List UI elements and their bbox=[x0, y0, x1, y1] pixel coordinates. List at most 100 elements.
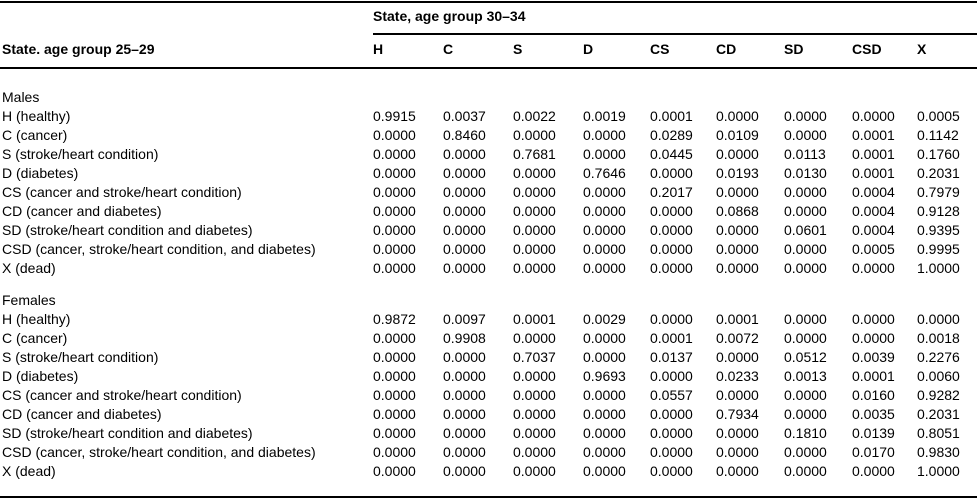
cell-value: 0.0000 bbox=[784, 241, 827, 257]
cell-value: 0.0000 bbox=[443, 146, 486, 162]
cell-value: 0.0000 bbox=[583, 203, 626, 219]
cell-value: 0.0000 bbox=[583, 146, 626, 162]
cell-value: 0.0000 bbox=[513, 222, 556, 238]
cell-value: 0.0013 bbox=[784, 368, 827, 384]
cell-value: 0.0001 bbox=[650, 330, 693, 346]
cell-value: 0.0113 bbox=[784, 146, 826, 162]
cell-value: 0.0000 bbox=[650, 463, 693, 479]
cell-value: 0.0000 bbox=[583, 444, 626, 460]
cell-value: 0.0001 bbox=[716, 311, 759, 327]
cell-value: 0.0000 bbox=[513, 203, 556, 219]
cell-value: 0.0000 bbox=[583, 349, 626, 365]
cell-value: 0.0000 bbox=[443, 222, 486, 238]
cell-value: 0.0000 bbox=[650, 241, 693, 257]
cell-value: 0.0000 bbox=[443, 165, 486, 181]
cell-value: 0.0000 bbox=[917, 311, 960, 327]
table-row: CSD (cancer, stroke/heart condition, and… bbox=[0, 240, 977, 259]
cell-value: 0.9128 bbox=[917, 203, 960, 219]
cell-value: 0.0000 bbox=[373, 387, 416, 403]
column-header-x: X bbox=[917, 41, 927, 57]
row-label: S (stroke/heart condition) bbox=[2, 349, 159, 365]
table-row: S (stroke/heart condition) 0.0000 0.0000 0.… bbox=[0, 145, 977, 164]
section-row: Males bbox=[0, 88, 977, 107]
cell-value: 0.0000 bbox=[583, 184, 626, 200]
cell-value: 0.0000 bbox=[513, 127, 556, 143]
cell-value: 0.0000 bbox=[716, 425, 759, 441]
cell-value: 0.0000 bbox=[716, 260, 759, 276]
spanner-rule bbox=[373, 33, 977, 35]
cell-value: 0.0000 bbox=[583, 222, 626, 238]
cell-value: 0.0001 bbox=[852, 146, 895, 162]
cell-value: 0.0000 bbox=[784, 203, 827, 219]
cell-value: 0.0000 bbox=[373, 349, 416, 365]
cell-value: 0.7934 bbox=[716, 406, 759, 422]
cell-value: 0.9830 bbox=[917, 444, 960, 460]
cell-value: 0.0139 bbox=[852, 425, 895, 441]
cell-value: 0.0000 bbox=[784, 184, 827, 200]
cell-value: 0.0072 bbox=[716, 330, 759, 346]
cell-value: 0.0000 bbox=[852, 463, 895, 479]
cell-value: 0.9908 bbox=[443, 330, 486, 346]
row-label: S (stroke/heart condition) bbox=[2, 146, 159, 162]
cell-value: 0.0000 bbox=[443, 241, 486, 257]
table-top-rule bbox=[0, 1, 977, 3]
table-row: S (stroke/heart condition) 0.0000 0.0000 0.… bbox=[0, 348, 977, 367]
cell-value: 0.0000 bbox=[583, 127, 626, 143]
row-label: H (healthy) bbox=[2, 108, 71, 124]
cell-value: 0.1810 bbox=[784, 425, 827, 441]
cell-value: 0.0000 bbox=[650, 311, 693, 327]
cell-value: 0.0000 bbox=[784, 406, 827, 422]
cell-value: 0.0000 bbox=[513, 330, 556, 346]
cell-value: 0.0000 bbox=[583, 260, 626, 276]
cell-value: 0.0512 bbox=[784, 349, 827, 365]
column-header-sd: SD bbox=[784, 41, 804, 57]
table-row: D (diabetes) 0.0000 0.0000 0.0000 0.7646 0.00… bbox=[0, 164, 977, 183]
cell-value: 0.0000 bbox=[373, 146, 416, 162]
cell-value: 0.0000 bbox=[373, 241, 416, 257]
cell-value: 0.0000 bbox=[443, 444, 486, 460]
cell-value: 0.8051 bbox=[917, 425, 960, 441]
cell-value: 0.7681 bbox=[513, 146, 556, 162]
row-label: CSD (cancer, stroke/heart condition, and… bbox=[2, 444, 316, 460]
cell-value: 0.2017 bbox=[650, 184, 693, 200]
column-header-cd: CD bbox=[716, 41, 737, 57]
cell-value: 0.2031 bbox=[917, 165, 960, 181]
cell-value: 0.0000 bbox=[443, 349, 486, 365]
cell-value: 0.0601 bbox=[784, 222, 827, 238]
table-body: Males H (healthy) 0.9915 0.0037 0.0022 0.0019… bbox=[0, 88, 977, 481]
cell-value: 0.0000 bbox=[373, 444, 416, 460]
row-group-header: State. age group 25–29 bbox=[2, 41, 155, 57]
cell-value: 0.9282 bbox=[917, 387, 960, 403]
table-row: C (cancer) 0.0000 0.8460 0.0000 0.0000 0.0289… bbox=[0, 126, 977, 145]
cell-value: 0.0022 bbox=[513, 108, 556, 124]
cell-value: 0.0000 bbox=[513, 165, 556, 181]
cell-value: 0.9915 bbox=[373, 108, 416, 124]
cell-value: 0.0000 bbox=[716, 241, 759, 257]
cell-value: 0.0000 bbox=[443, 184, 486, 200]
cell-value: 0.0193 bbox=[716, 165, 759, 181]
cell-value: 0.0000 bbox=[650, 406, 693, 422]
cell-value: 0.0039 bbox=[852, 349, 895, 365]
row-label: X (dead) bbox=[2, 463, 56, 479]
cell-value: 0.9693 bbox=[583, 368, 626, 384]
cell-value: 0.0000 bbox=[716, 444, 759, 460]
table-row: X (dead) 0.0000 0.0000 0.0000 0.0000 0.0000 0.… bbox=[0, 259, 977, 278]
cell-value: 0.9872 bbox=[373, 311, 416, 327]
cell-value: 0.0004 bbox=[852, 184, 895, 200]
cell-value: 0.0000 bbox=[583, 330, 626, 346]
cell-value: 0.0000 bbox=[373, 260, 416, 276]
cell-value: 0.0000 bbox=[513, 387, 556, 403]
cell-value: 1.0000 bbox=[917, 463, 960, 479]
cell-value: 0.0000 bbox=[650, 203, 693, 219]
cell-value: 0.0097 bbox=[443, 311, 486, 327]
cell-value: 0.8460 bbox=[443, 127, 486, 143]
cell-value: 0.0001 bbox=[852, 368, 895, 384]
cell-value: 0.0170 bbox=[852, 444, 895, 460]
cell-value: 0.0000 bbox=[784, 311, 827, 327]
cell-value: 0.0000 bbox=[373, 425, 416, 441]
cell-value: 0.0868 bbox=[716, 203, 759, 219]
table-row: SD (stroke/heart condition and diabetes)… bbox=[0, 221, 977, 240]
cell-value: 0.0004 bbox=[852, 222, 895, 238]
cell-value: 0.0001 bbox=[852, 165, 895, 181]
cell-value: 0.0000 bbox=[650, 425, 693, 441]
